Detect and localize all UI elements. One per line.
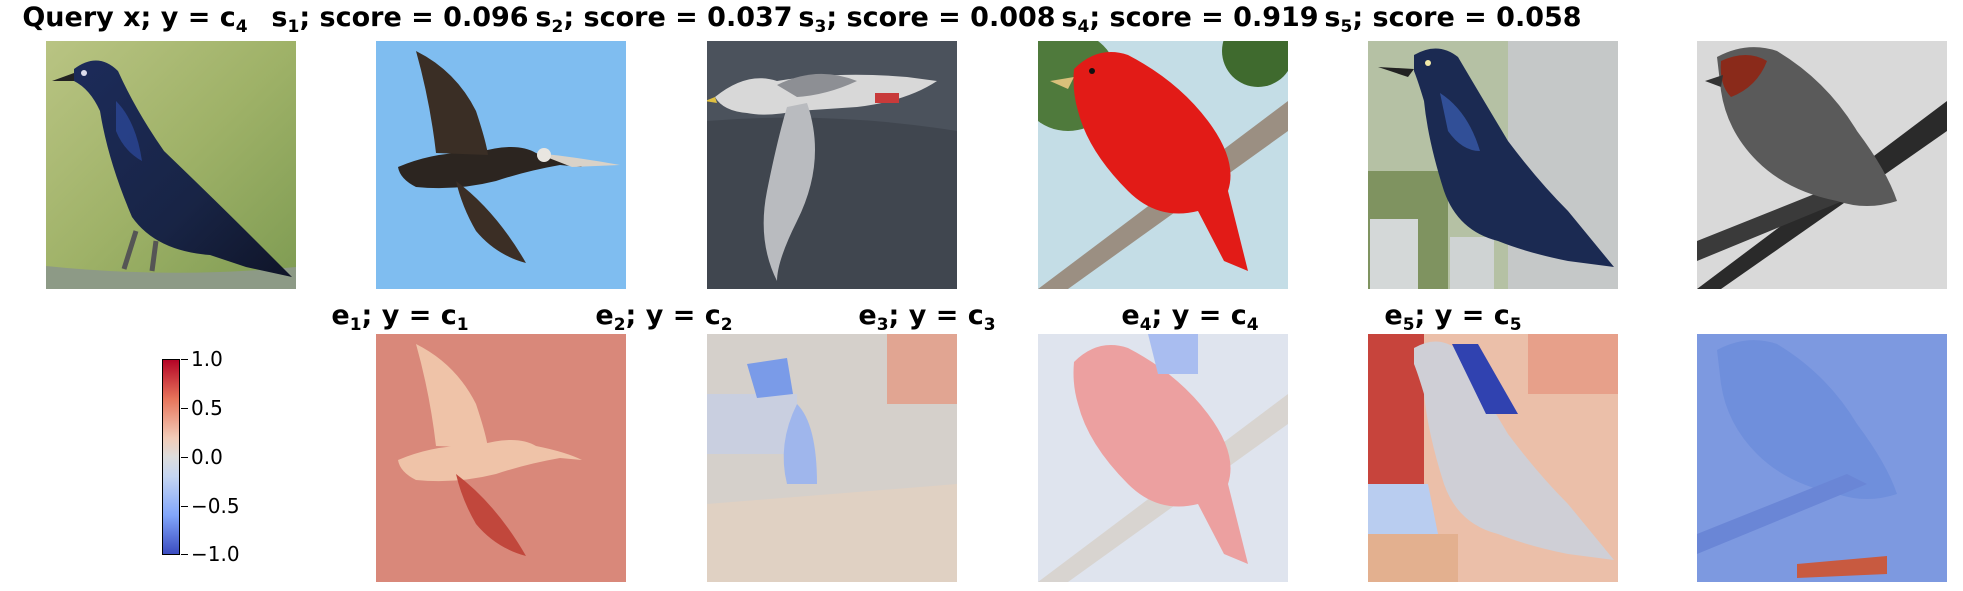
explanation-2-title: e2; y = c2 xyxy=(494,300,834,341)
colorbar-tick-label: 0.5 xyxy=(191,396,223,420)
explanation-index: 3 xyxy=(876,315,889,335)
explanation-1-title: e1; y = c1 xyxy=(230,300,570,341)
explanation-class: 1 xyxy=(456,315,469,335)
explanation-symbol: e xyxy=(1121,300,1140,331)
explanation-3-title: e3; y = c3 xyxy=(757,300,1097,341)
sample-index: 4 xyxy=(1077,17,1090,37)
sample-index: 3 xyxy=(814,17,827,37)
explanation-5-title: e5; y = c5 xyxy=(1283,300,1623,341)
sample-symbol: s xyxy=(1061,2,1078,33)
explanation-class: 3 xyxy=(983,315,996,335)
colorbar-tick-label: −0.5 xyxy=(191,494,240,518)
colorbar-tick xyxy=(181,408,188,409)
colorbar xyxy=(162,359,180,555)
sample-symbol: s xyxy=(798,2,815,33)
sample-1-image xyxy=(376,41,626,289)
explanation-symbol: e xyxy=(858,300,877,331)
explanation-symbol: e xyxy=(595,300,614,331)
sample-symbol: s xyxy=(1324,2,1341,33)
sample-score-text: ; score = 0.008 xyxy=(826,2,1056,33)
explanation-4-map xyxy=(1368,334,1618,582)
sample-3-image xyxy=(1038,41,1288,289)
colorbar-tick xyxy=(181,457,188,458)
explanation-1-map xyxy=(376,334,626,582)
colorbar-tick-label: 0.0 xyxy=(191,445,223,469)
explanation-label: ; y = c xyxy=(361,300,457,331)
sample-2-title: s2; score = 0.037 xyxy=(494,2,834,43)
query-title-text: Query x; y = c xyxy=(22,2,236,33)
sample-4-image xyxy=(1368,41,1618,289)
explanation-index: 4 xyxy=(1139,315,1152,335)
colorbar-tick-label: 1.0 xyxy=(191,347,223,371)
sample-index: 2 xyxy=(551,17,564,37)
query-class-subscript: 4 xyxy=(235,17,248,37)
sample-score-text: ; score = 0.037 xyxy=(563,2,793,33)
sample-1-title: s1; score = 0.096 xyxy=(230,2,570,43)
explanation-class: 2 xyxy=(720,315,733,335)
colorbar-tick xyxy=(181,359,188,360)
sample-symbol: s xyxy=(535,2,552,33)
colorbar-tick xyxy=(181,506,188,507)
colorbar-tick xyxy=(181,554,188,555)
query-title: Query x; y = c4 xyxy=(0,2,305,43)
explanation-symbol: e xyxy=(1384,300,1403,331)
sample-4-title: s4; score = 0.919 xyxy=(1020,2,1360,43)
sample-score-text: ; score = 0.058 xyxy=(1352,2,1582,33)
sample-3-title: s3; score = 0.008 xyxy=(757,2,1097,43)
explanation-class: 5 xyxy=(1509,315,1522,335)
explanation-class: 4 xyxy=(1246,315,1259,335)
explanation-symbol: e xyxy=(331,300,350,331)
explanation-index: 1 xyxy=(349,315,362,335)
explanation-4-title: e4; y = c4 xyxy=(1020,300,1360,341)
sample-5-title: s5; score = 0.058 xyxy=(1283,2,1623,43)
sample-score-text: ; score = 0.919 xyxy=(1089,2,1319,33)
explanation-label: ; y = c xyxy=(1151,300,1247,331)
explanation-label: ; y = c xyxy=(888,300,984,331)
explanation-2-map xyxy=(707,334,957,582)
sample-symbol: s xyxy=(271,2,288,33)
query-image xyxy=(46,41,296,289)
explanation-label: ; y = c xyxy=(1414,300,1510,331)
explanation-label: ; y = c xyxy=(625,300,721,331)
sample-index: 5 xyxy=(1340,17,1353,37)
explanation-3-map xyxy=(1038,334,1288,582)
explanation-index: 2 xyxy=(613,315,626,335)
explanation-5-map xyxy=(1697,334,1947,582)
colorbar-tick-label: −1.0 xyxy=(191,542,240,566)
sample-index: 1 xyxy=(287,17,300,37)
sample-2-image xyxy=(707,41,957,289)
sample-score-text: ; score = 0.096 xyxy=(299,2,529,33)
explanation-index: 5 xyxy=(1402,315,1415,335)
sample-5-image xyxy=(1697,41,1947,289)
